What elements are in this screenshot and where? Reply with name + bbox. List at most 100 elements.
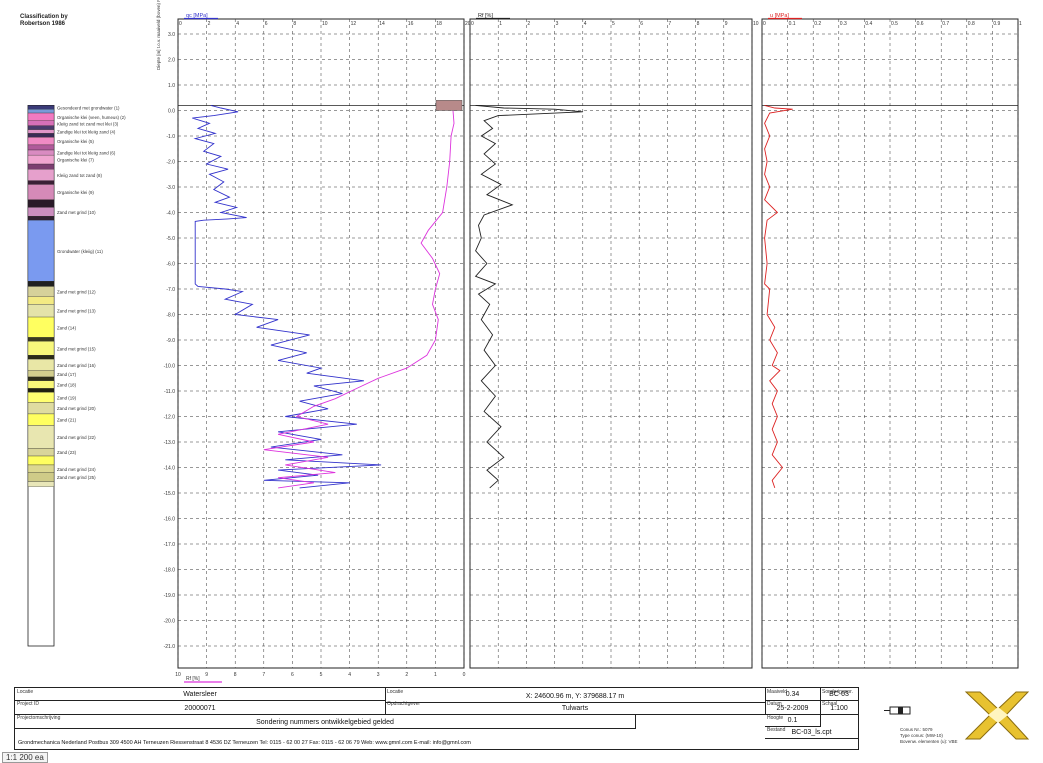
soil-layer: [27, 207, 55, 217]
cpt-chart: Gesondeerd met grondwater (1) Organische …: [27, 0, 1022, 683]
soil-layer: [27, 413, 55, 426]
tick-label-top: 0.8: [968, 21, 975, 27]
tick-label-bottom: 3: [377, 672, 380, 678]
logo-box: Conus Nr.: 5079 Type conus: (MW-10) Bove…: [858, 687, 1030, 748]
footer-address: Grondmechanica Nederland Postbus 309 450…: [18, 740, 471, 746]
tick-label-top: 10: [322, 21, 328, 27]
footer-cell-location-label: Locatie: [17, 689, 34, 695]
soil-layer: [27, 184, 55, 200]
tick-label-depth: 3.0: [168, 32, 175, 38]
soil-layer-label: Zandige klei tot kleiig zand (4): [57, 130, 116, 135]
footer-cell-cpt-number: Sonderingsnr. BC-03: [820, 688, 859, 701]
soil-layer: [27, 199, 55, 208]
tick-label-top: 3: [556, 21, 559, 27]
soil-layer-label: Zand (14): [57, 325, 77, 330]
soil-layer: [27, 281, 55, 287]
footer-cell-file: Bestand BC-03_ls.cpt: [765, 726, 859, 739]
soil-layer: [27, 137, 55, 146]
tick-label-bottom: 0: [463, 672, 466, 678]
soil-layer: [27, 125, 55, 130]
tick-label-depth: -11.0: [164, 389, 175, 395]
soil-layer-label: Zand met grind (20): [57, 406, 96, 411]
company-logo: [964, 691, 1030, 740]
tick-label-top: 2: [527, 21, 530, 27]
tick-label-depth: -1.0: [166, 134, 175, 140]
soil-layer: [27, 296, 55, 305]
soil-layer-label: Zand met grind (16): [57, 363, 96, 368]
chart-panel-1: 0 2 4 6 8 10 12 14 16 18 203.02.01.00.0-1.0-2.0-3.…: [164, 13, 471, 683]
chart-panel-3: 0 0.1 0.2 0.3 0.4 0.5 0.6 0.7 0.8 0.9 1 u [MPa]: [761, 13, 1022, 669]
axis-label-x: u [MPa]: [770, 13, 789, 19]
chart-panel-2: 0 1 2 3 4 5 6 7 8 9 10 Rf [%]: [469, 13, 759, 669]
status-bar: 1:1 200 ea: [2, 752, 48, 763]
tick-label-depth: -10.0: [164, 364, 176, 370]
soil-layer: [27, 455, 55, 466]
soil-layer-label: Organische klei (7): [57, 158, 94, 163]
soil-layer-label: Grondwater (kleiig) (11): [57, 249, 103, 254]
tick-label-depth: -14.0: [164, 466, 176, 472]
soil-layer: [27, 472, 55, 482]
footer-cell-file-value: BC-03_ls.cpt: [791, 729, 832, 736]
soil-layer-label: Zand (18): [57, 383, 77, 388]
probe-icon: [884, 706, 911, 715]
tick-label-depth: -13.0: [164, 440, 176, 446]
soil-layer-label: Zand met grind (24): [57, 467, 96, 472]
footer-cell-location-value: Watersleer: [183, 691, 217, 698]
soil-layer: [27, 464, 55, 473]
soil-layer: [27, 120, 55, 126]
footer-cell-date: Datum 25-2-2009: [765, 700, 821, 715]
soil-layer-label: Zand met grind (15): [57, 346, 96, 351]
series-line-qc: [192, 104, 382, 489]
footer-cell-ground-level: Maaiveld 0.34: [765, 688, 821, 701]
tick-label-depth: -3.0: [166, 185, 175, 191]
soil-column: Gesondeerd met grondwater (1) Organische …: [27, 105, 126, 647]
tick-label-bottom: 7: [262, 672, 265, 678]
footer-cell-client-label: Opdrachtgever: [387, 701, 421, 707]
soil-layer: [27, 112, 55, 121]
tick-label-top: 4: [584, 21, 587, 27]
soil-layer: [27, 286, 55, 297]
tick-label-depth: -20.0: [164, 619, 176, 625]
tick-label-bottom: 8: [234, 672, 237, 678]
soil-layer-label: Zandige klei tot kleiig zand (6): [57, 151, 116, 156]
soil-layer-label: Kleiig zand tot zand (8): [57, 173, 102, 178]
pre-drill-marker: [435, 100, 463, 111]
tick-label-top: 2: [208, 21, 211, 27]
tick-label-top: 0.3: [840, 21, 847, 27]
soil-layer: [27, 370, 55, 378]
footer-cell-project-id-value: 20000071: [184, 705, 216, 712]
tick-label-top: 0.2: [814, 21, 821, 27]
soil-layer: [27, 129, 55, 134]
tick-label-top: 6: [265, 21, 268, 27]
footer-cell-client: Opdrachtgever Tulwarts: [385, 700, 766, 715]
footer-cell-height: Hoogte 0.1: [765, 714, 821, 727]
soil-layer: [27, 154, 55, 165]
tick-label-depth: -12.0: [164, 415, 176, 421]
soil-layer: [27, 341, 55, 356]
soil-layer: [27, 425, 55, 449]
logo-area: Conus Nr.: 5079 Type conus: (MW-10) Bove…: [884, 691, 1030, 744]
tick-label-depth: -18.0: [164, 568, 176, 574]
note-1: Conus Nr.: 5079: [900, 727, 933, 732]
tick-label-depth: 0.0: [168, 109, 175, 115]
tick-label-top: 8: [293, 21, 296, 27]
tick-label-top: 16: [408, 21, 414, 27]
tick-label-depth: -8.0: [166, 313, 175, 319]
note-3: Bovenw. elementen (u): VBE: [900, 739, 958, 744]
soil-layer: [27, 481, 55, 487]
tick-label-top: 0.1: [789, 21, 796, 27]
soil-layer-label: Zand (21): [57, 418, 77, 423]
soil-layer: [27, 376, 55, 381]
tick-label-depth: -5.0: [166, 236, 175, 242]
tick-label-depth: -7.0: [166, 287, 175, 293]
soil-layer: [27, 316, 55, 338]
tick-label-bottom: 5: [320, 672, 323, 678]
tick-label-top: 0.4: [865, 21, 872, 27]
soil-layer: [27, 355, 55, 360]
soil-layer: [27, 133, 55, 138]
soil-layer-label: Zand met grind (25): [57, 475, 96, 480]
soil-layer-label: Zand met grind (22): [57, 435, 96, 440]
footer-cell-project-id-label: Project ID: [17, 701, 39, 707]
tick-label-top: 0.5: [891, 21, 898, 27]
tick-label-bottom: 2: [405, 672, 408, 678]
